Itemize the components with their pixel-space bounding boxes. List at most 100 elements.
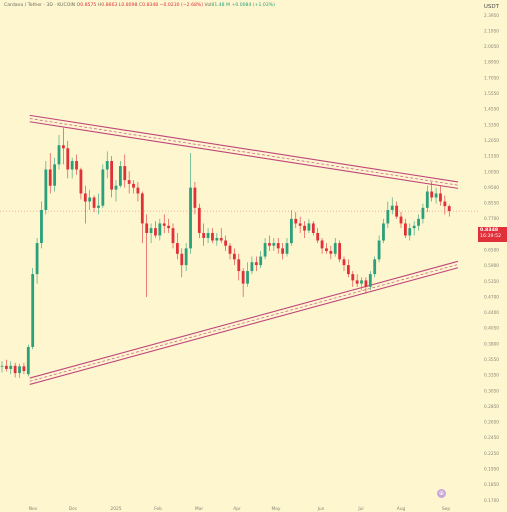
volume-value: 81.48 M — [211, 3, 230, 8]
candle — [316, 228, 320, 244]
last-price-value: 0.8348 — [480, 228, 499, 233]
candle — [232, 248, 236, 266]
candle-body — [303, 225, 306, 231]
price-tick-label: 0.6500 — [484, 247, 499, 253]
candle-body — [44, 169, 48, 210]
volume-change: +0.0084 (+1.03%) — [231, 3, 275, 8]
candle-body — [320, 240, 324, 249]
low-value: 0.8098 — [121, 3, 138, 8]
candle-body — [9, 365, 13, 369]
candle — [346, 259, 350, 278]
candle — [4, 359, 8, 372]
candle — [48, 152, 52, 194]
candle-body — [281, 248, 285, 254]
tradingview-logo-icon[interactable]: ⊕ — [437, 489, 446, 498]
candle — [228, 243, 232, 260]
time-tick-label: Apr — [233, 506, 241, 512]
candle — [364, 277, 368, 294]
candle — [329, 245, 333, 260]
candle — [175, 232, 179, 260]
legend-header: Cardano / Tether · 3D · KUCOIN O0.8575 H… — [4, 3, 275, 8]
candle-body — [425, 191, 429, 208]
candle-body — [40, 209, 43, 244]
candle — [294, 212, 298, 229]
time-tick-label: Mar — [195, 506, 203, 512]
candle — [219, 228, 223, 244]
last-price-badge: 0.8348 16:39:52 — [478, 227, 507, 242]
candle — [53, 157, 57, 192]
price-tick-label: 0.2250 — [484, 451, 499, 457]
price-tick-label: 1.7050 — [484, 75, 499, 81]
symbol-label[interactable]: Cardano / Tether · 3D · KUCOIN — [4, 3, 76, 8]
candle — [241, 268, 245, 298]
lower-trendline-line — [29, 264, 459, 382]
candle-body — [88, 197, 92, 202]
candle-body — [162, 223, 166, 226]
candle — [289, 209, 293, 246]
candle — [386, 201, 390, 229]
candle-body — [127, 180, 131, 184]
candle — [338, 240, 342, 263]
candle-body — [254, 262, 258, 266]
candle — [140, 191, 144, 244]
candle — [206, 228, 210, 244]
candle-body — [377, 240, 381, 260]
candle-body — [237, 259, 241, 272]
candle — [193, 182, 197, 215]
candle — [118, 161, 122, 188]
candle — [246, 262, 249, 287]
candle — [320, 237, 324, 254]
candle — [202, 223, 206, 246]
candle-body — [447, 206, 451, 212]
candle — [57, 134, 61, 170]
candle-body — [263, 243, 267, 257]
price-tick-label: 0.8550 — [484, 201, 499, 207]
candle-body — [368, 274, 372, 287]
candle-body — [197, 207, 201, 233]
candle-body — [0, 365, 4, 367]
candle — [395, 201, 399, 219]
candle — [75, 154, 78, 175]
candle — [311, 221, 315, 236]
candle-body — [114, 185, 118, 190]
candle — [189, 152, 192, 254]
candle-body — [53, 164, 57, 186]
candle-body — [289, 218, 293, 244]
price-tick-label: 0.5900 — [484, 263, 499, 269]
close-value: 0.8348 — [142, 3, 159, 8]
candle — [197, 203, 201, 238]
candle-body — [101, 169, 105, 206]
candle — [425, 185, 429, 213]
candle-body — [4, 365, 8, 369]
price-tick-label: 0.1850 — [484, 482, 499, 488]
candle-body — [386, 209, 390, 224]
candle-body — [241, 271, 245, 284]
candle — [35, 237, 39, 284]
price-tick-label: 0.7700 — [484, 216, 499, 222]
candle-body — [342, 259, 346, 266]
candle-body — [412, 225, 416, 229]
currency-unit[interactable]: USDT — [483, 4, 499, 10]
candle-body — [180, 253, 184, 266]
candle — [158, 218, 162, 241]
time-tick-label: 2025 — [110, 506, 121, 512]
candle-body — [355, 280, 359, 284]
candle — [268, 235, 271, 252]
candle-body — [285, 243, 289, 254]
candle-body — [167, 225, 171, 229]
price-tick-label: 1.8950 — [484, 60, 499, 66]
candle-body — [154, 228, 157, 236]
candle — [162, 214, 166, 233]
candle — [368, 271, 372, 291]
candle-body — [193, 187, 197, 208]
candle-body — [206, 232, 210, 238]
time-tick-label: Jul — [357, 506, 363, 512]
price-tick-label: 0.1700 — [484, 498, 499, 504]
candle — [127, 171, 131, 194]
candle-body — [408, 228, 412, 236]
candle — [13, 362, 17, 378]
candle — [79, 167, 83, 200]
candle — [70, 157, 74, 179]
price-tick-label: 2.1950 — [484, 28, 499, 34]
